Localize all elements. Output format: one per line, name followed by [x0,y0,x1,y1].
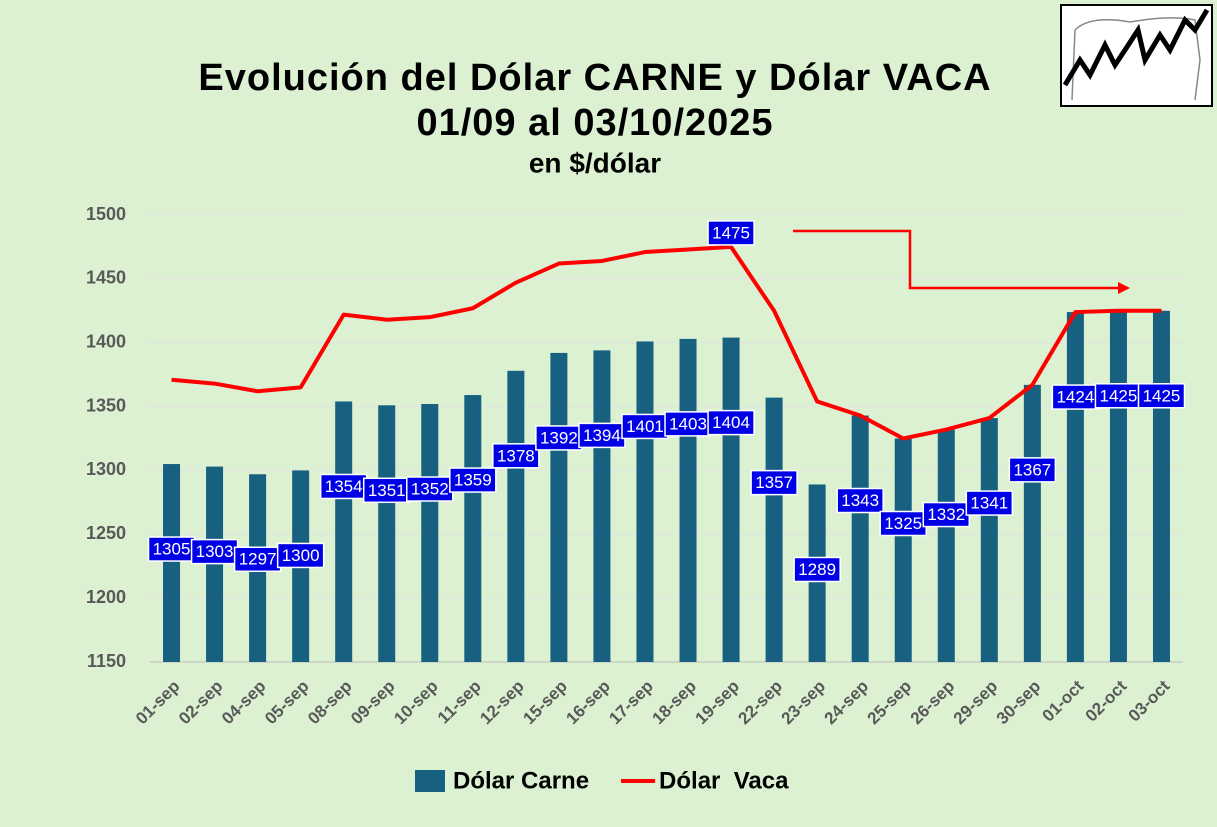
logo [1060,4,1213,107]
data-label: 1359 [454,471,492,490]
bar [980,418,998,662]
data-label-box [362,477,411,504]
data-label: 1424 [1056,388,1094,407]
data-label-box [879,510,927,537]
data-label: 1357 [755,473,793,492]
y-tick-label: 1350 [86,395,126,415]
data-label: 1297 [239,550,277,569]
bar [894,438,912,662]
bar [1066,312,1084,662]
y-tick-label: 1250 [86,523,126,543]
bar [679,338,697,662]
data-label: 1341 [970,494,1008,513]
bar [163,464,181,662]
y-tick-label: 1300 [86,459,126,479]
data-label: 1354 [325,477,363,496]
data-label-box [1008,457,1057,483]
data-label: 1394 [583,426,621,445]
data-label-box [965,490,1014,516]
data-label: 1289 [798,560,836,579]
legend-label: Dólar Carne [453,767,589,794]
bar [1109,310,1127,662]
data-label-box [664,411,712,437]
bar [421,404,439,662]
chart-title: Evolución del Dólar CARNE y Dólar VACA [198,57,991,99]
bar [1152,310,1170,662]
data-label-box [621,413,669,440]
chart-subtitle: 01/09 al 03/10/2025 [416,102,773,144]
data-label-box [750,469,798,496]
bar [937,429,955,662]
y-tick-label: 1150 [87,651,126,671]
bar [636,341,654,662]
y-tick-label: 1200 [86,587,126,607]
data-label: 1352 [411,480,449,499]
bar [464,395,482,662]
bar [593,350,611,662]
bar [851,415,869,662]
data-label-box [1094,383,1143,409]
data-label-box [449,467,497,493]
data-label: 1378 [497,446,535,465]
data-label: 1392 [540,428,578,447]
data-label: 1343 [841,491,879,510]
bar [507,370,525,662]
line [171,244,1162,441]
data-label: 1401 [626,417,664,436]
y-tick-label: 1400 [86,331,126,351]
data-label-box [707,220,755,246]
data-label: 1404 [712,413,750,432]
bar [765,397,783,662]
bar [335,401,353,662]
data-label-box [233,546,282,573]
data-label: 1303 [196,542,234,561]
data-label-box [1137,383,1186,409]
data-label: 1300 [282,546,320,565]
bar [722,337,740,662]
data-label: 1351 [368,481,406,500]
annotation-arrow [793,229,1122,290]
data-label-box [836,487,884,514]
data-label-box [276,542,325,569]
y-tick-label: 1500 [86,204,126,224]
data-label-box [1051,384,1100,410]
y-tick-label: 1450 [86,268,126,288]
bar [550,352,568,662]
data-label: 1325 [884,514,922,533]
legend-swatch [415,770,445,792]
data-label: 1425 [1100,386,1138,405]
data-label: 1475 [712,223,750,242]
unit-label: en $/dólar [529,147,661,178]
legend-label: Dólar Vaca [659,767,789,794]
data-label: 1305 [153,540,191,559]
data-label-box [793,556,841,583]
data-label-box [707,409,755,436]
data-label-box [147,536,196,562]
data-label: 1367 [1013,460,1051,479]
data-label: 1403 [669,414,707,433]
arrow-head [1118,282,1130,294]
bar [378,405,396,662]
data-label: 1425 [1143,386,1181,405]
bar [1023,384,1041,662]
data-label-box [190,538,239,565]
data-label-box [406,476,454,502]
data-label-box [492,443,540,469]
data-label: 1332 [927,505,965,524]
data-label-box [319,473,368,500]
